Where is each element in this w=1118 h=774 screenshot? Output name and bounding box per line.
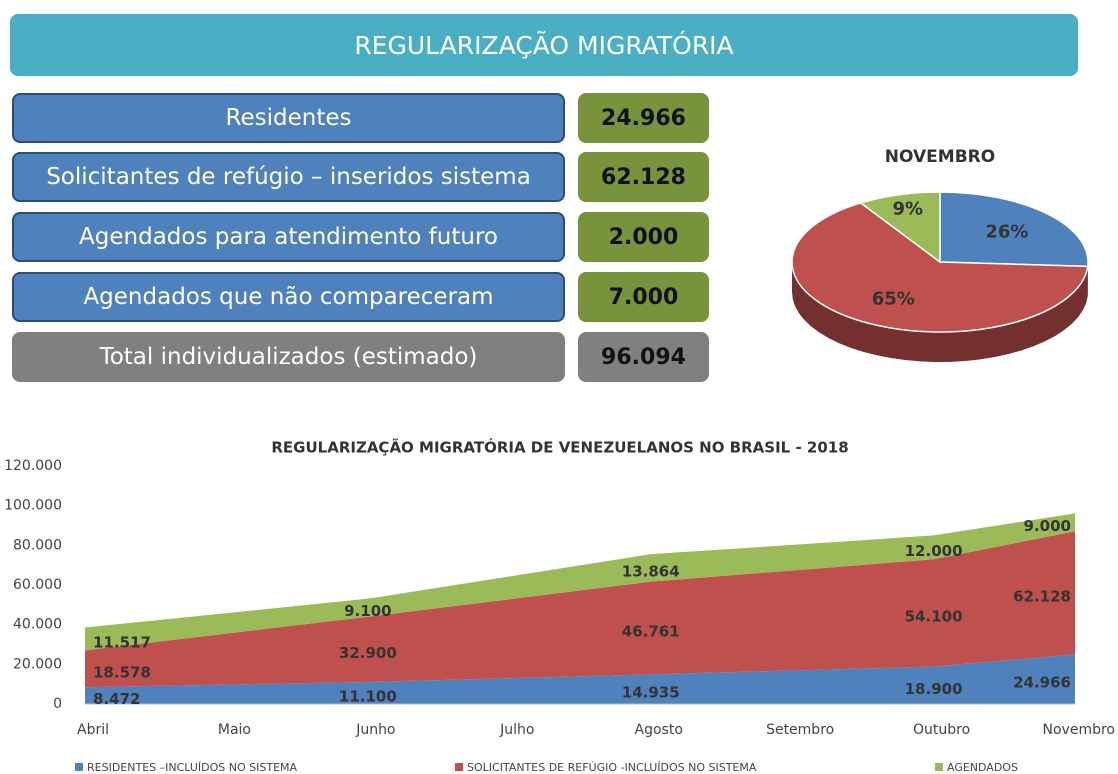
data-label: 54.100 — [905, 607, 963, 625]
data-label: 11.517 — [93, 633, 151, 651]
data-label: 18.578 — [93, 663, 151, 681]
pie-slice — [859, 191, 941, 264]
stat-label: Solicitantes de refúgio – inseridos sist… — [12, 152, 565, 202]
y-tick-label: 100.000 — [4, 498, 62, 514]
x-tick-label: Julho — [499, 722, 534, 738]
x-tick-label: Abril — [77, 722, 109, 738]
pie-title: NOVEMBRO — [885, 147, 995, 167]
y-tick-label: 40.000 — [13, 617, 62, 633]
pie-label: 9% — [893, 199, 924, 220]
x-tick-label: Junho — [355, 722, 395, 738]
data-label: 11.100 — [339, 687, 397, 705]
data-label: 9.000 — [1024, 517, 1071, 535]
data-label: 46.761 — [622, 623, 680, 641]
y-tick-label: 0 — [53, 696, 62, 712]
x-tick-label: Agosto — [635, 722, 683, 738]
data-label: 14.935 — [622, 684, 680, 702]
pie-slice — [791, 202, 1089, 333]
data-label: 13.864 — [622, 562, 680, 580]
area-band — [85, 654, 1075, 704]
x-tick-label: Novembro — [1043, 722, 1115, 738]
stat-label: Total individualizados (estimado) — [12, 332, 565, 382]
data-label: 9.100 — [344, 602, 391, 620]
data-label: 18.900 — [905, 680, 963, 698]
area-band — [85, 513, 1075, 651]
stat-value: 62.128 — [578, 152, 709, 202]
stat-value: 96.094 — [578, 332, 709, 382]
pie-slice — [939, 191, 1089, 268]
x-tick-label: Setembro — [766, 722, 834, 738]
legend-swatch — [935, 763, 943, 771]
stat-label: Agendados que não compareceram — [12, 272, 565, 322]
area-title: REGULARIZAÇÃO MIGRATÓRIA DE VENEZUELANOS… — [271, 438, 848, 457]
y-tick-label: 20.000 — [13, 656, 62, 672]
data-label: 8.472 — [93, 690, 140, 708]
legend-label: SOLICITANTES DE REFÚGIO -INCLUÍDOS NO SI… — [467, 761, 757, 774]
y-tick-label: 120.000 — [4, 458, 62, 474]
x-tick-label: Maio — [218, 722, 251, 738]
legend-swatch — [75, 763, 83, 771]
slice-side — [792, 262, 1088, 362]
stat-label: Agendados para atendimento futuro — [12, 212, 565, 262]
header-title: REGULARIZAÇÃO MIGRATÓRIA — [10, 14, 1078, 76]
data-label: 24.966 — [1013, 674, 1071, 692]
stat-value: 24.966 — [578, 93, 709, 143]
stat-value: 2.000 — [578, 212, 709, 262]
data-label: 12.000 — [905, 542, 963, 560]
legend-label: AGENDADOS — [947, 761, 1018, 774]
data-label: 62.128 — [1013, 587, 1071, 605]
pie-label: 26% — [985, 221, 1028, 242]
legend-label: RESIDENTES –INCLUÍDOS NO SISTEMA — [87, 761, 298, 774]
pie-label: 65% — [872, 288, 915, 309]
stat-label: Residentes — [12, 93, 565, 143]
y-tick-label: 60.000 — [13, 577, 62, 593]
legend-swatch — [455, 763, 463, 771]
x-tick-label: Outubro — [913, 722, 970, 738]
y-tick-label: 80.000 — [13, 537, 62, 553]
data-label: 32.900 — [339, 644, 397, 662]
stat-value: 7.000 — [578, 272, 709, 322]
area-band — [85, 531, 1075, 688]
